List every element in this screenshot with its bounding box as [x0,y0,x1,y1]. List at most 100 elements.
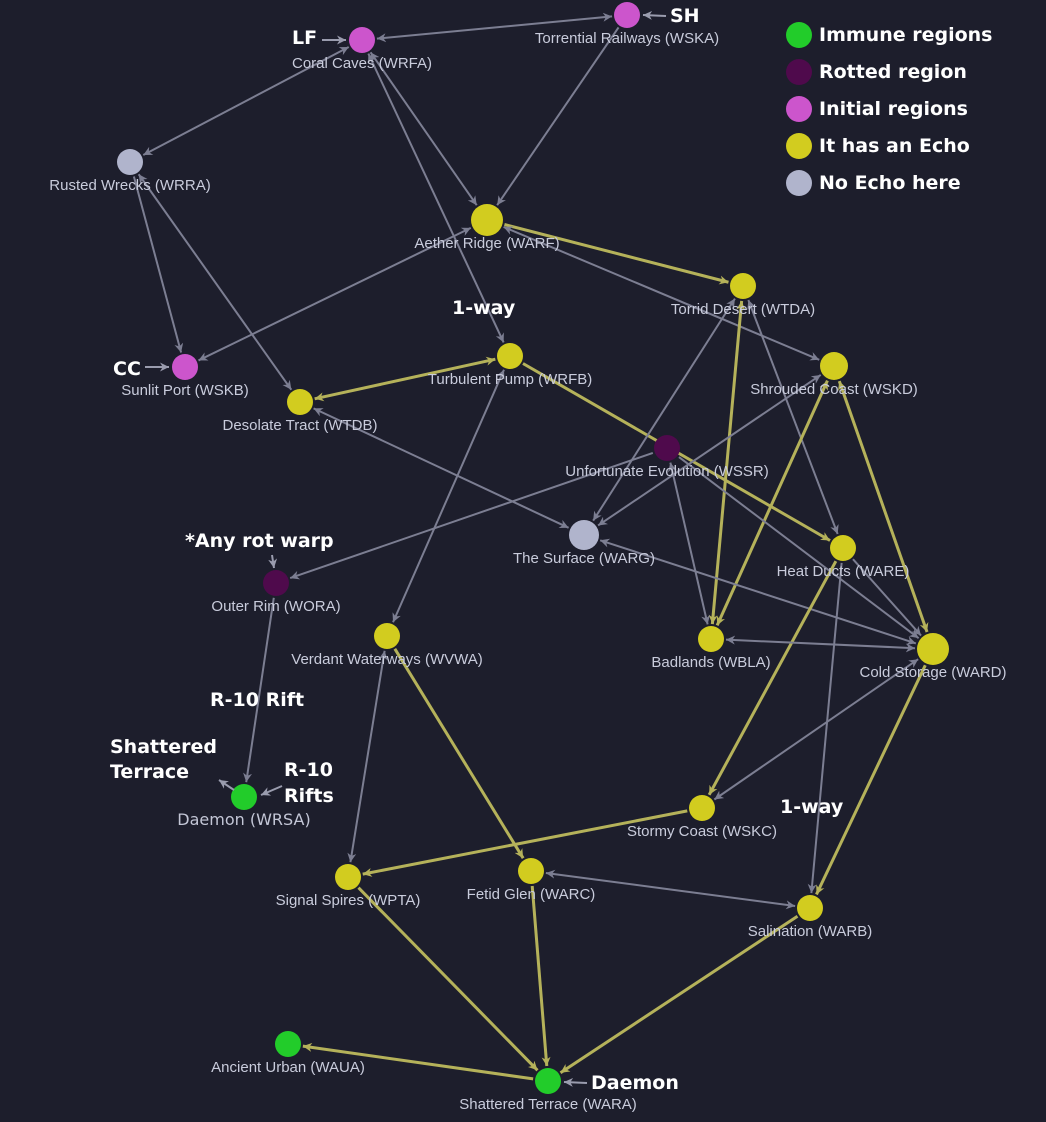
annotation-sh: SH [642,5,700,27]
edge-warb-wara [559,915,799,1074]
edge-ward-wskc [713,658,919,801]
annotation-arrow-icon [218,779,235,791]
echo-swatch-icon [786,132,812,159]
node-wrfa[interactable]: Coral Caves (WRFA) [292,27,432,72]
legend-item-initial: Initial regions [786,90,992,127]
node-label: Salination (WARB) [748,923,872,940]
echo-node-icon[interactable] [820,352,848,380]
echo-node-icon[interactable] [518,858,544,884]
edge-wrfa-wrfb [367,53,505,343]
rotted-swatch-icon [786,58,812,85]
annotation-cc: CC [113,358,169,380]
initial-node-icon[interactable] [349,27,375,53]
echo-node-icon[interactable] [830,535,856,561]
node-warg[interactable]: The Surface (WARG) [513,520,655,567]
node-wrfb[interactable]: Turbulent Pump (WRFB) [428,343,592,388]
edge-warc-warb [545,869,796,910]
edge-wvwa-warc [393,648,525,859]
node-warc[interactable]: Fetid Glen (WARC) [467,858,596,903]
node-wssr[interactable]: Unfortunate Evolution (WSSR) [565,435,769,480]
legend-label: No Echo here [819,171,961,194]
echo-node-icon[interactable] [374,623,400,649]
edge-ward-warb [815,664,927,896]
annotation-text: 1-way [452,297,516,319]
node-wrsa[interactable]: Daemon (WRSA) [177,784,311,829]
node-waua[interactable]: Ancient Urban (WAUA) [211,1031,365,1076]
no-echo-node-icon[interactable] [569,520,599,550]
annotation-arrow-icon [268,554,278,569]
immune-node-icon[interactable] [275,1031,301,1057]
edge-wssr-wbla [668,462,710,625]
annotation-shattered-terrace-exit: Shattered Terrace [110,736,235,791]
annotation-text: Daemon [591,1072,679,1094]
edge-wpta-wara [357,886,539,1072]
node-ward[interactable]: Cold Storage (WARD) [860,633,1007,681]
node-label: Shrouded Coast (WSKD) [750,381,918,398]
nodes: Coral Caves (WRFA) Torrential Railways (W… [49,2,1006,1113]
node-wara[interactable]: Shattered Terrace (WARA) [459,1068,637,1113]
edge-warc-wara [530,885,551,1067]
node-label: Signal Spires (WPTA) [276,892,421,909]
edge-wvwa-wpta [347,650,388,863]
annotation-arrow-icon [642,10,667,20]
node-label: Coral Caves (WRFA) [292,55,432,72]
edge-ware-ward [852,558,922,637]
node-wska[interactable]: Torrential Railways (WSKA) [535,2,719,47]
annotation-r10-rifts: R-10 Rifts [260,759,334,807]
node-ware[interactable]: Heat Ducts (WARE) [777,535,910,580]
node-wvwa[interactable]: Verdant Waterways (WVWA) [291,623,483,668]
node-label: Ancient Urban (WAUA) [211,1059,365,1076]
echo-node-icon[interactable] [730,273,756,299]
echo-node-icon[interactable] [917,633,949,665]
edge-wskd-wbla [715,379,829,626]
edge-warg-ward [599,538,917,645]
immune-node-icon[interactable] [535,1068,561,1094]
node-label: Sunlit Port (WSKB) [121,382,249,399]
node-warb[interactable]: Salination (WARB) [748,895,872,940]
annotation-text: CC [113,358,141,380]
node-label: Cold Storage (WARD) [860,664,1007,681]
annotation-text: Terrace [110,761,189,783]
node-wskb[interactable]: Sunlit Port (WSKB) [121,354,249,399]
node-wpta[interactable]: Signal Spires (WPTA) [276,864,421,909]
annotation-arrow-icon [260,785,283,796]
edge-wtda-ware [747,299,839,535]
node-label: Verdant Waterways (WVWA) [291,651,482,668]
echo-node-icon[interactable] [287,389,313,415]
node-label: Badlands (WBLA) [651,654,770,671]
node-label: Stormy Coast (WSKC) [627,823,777,840]
node-wbla[interactable]: Badlands (WBLA) [651,626,771,671]
edge-wtda-warg [592,298,736,522]
rotted-node-icon[interactable] [654,435,680,461]
echo-node-icon[interactable] [689,795,715,821]
annotation-text: *Any rot warp [185,530,334,552]
node-wtda[interactable]: Torrid Desert (WTDA) [671,273,815,318]
echo-node-icon[interactable] [497,343,523,369]
node-label: Heat Ducts (WARE) [777,563,910,580]
edge-wora-wrsa [243,597,275,783]
echo-node-icon[interactable] [797,895,823,921]
legend-label: Rotted region [819,60,967,83]
node-wskd[interactable]: Shrouded Coast (WSKD) [750,352,918,398]
node-wora[interactable]: Outer Rim (WORA) [211,570,341,615]
node-wrra[interactable]: Rusted Wrecks (WRRA) [49,149,211,194]
echo-node-icon[interactable] [698,626,724,652]
no-echo-node-icon[interactable] [117,149,143,175]
immune-node-icon[interactable] [231,784,257,810]
node-warf[interactable]: Aether Ridge (WARF) [414,204,560,252]
edge-wskc-wpta [362,809,688,877]
node-wtdb[interactable]: Desolate Tract (WTDB) [222,389,378,434]
initial-node-icon[interactable] [614,2,640,28]
annotation-arrow-icon [563,1077,588,1087]
annotation-lf: LF [292,27,346,49]
annotation-one-way-salination: 1-way [780,796,844,818]
node-label: Unfortunate Evolution (WSSR) [565,463,768,480]
node-wskc[interactable]: Stormy Coast (WSKC) [627,795,777,840]
edge-wtdb-warg [313,407,570,529]
rotted-node-icon[interactable] [263,570,289,596]
echo-node-icon[interactable] [471,204,503,236]
edge-wska-warf [496,26,620,206]
initial-node-icon[interactable] [172,354,198,380]
legend-item-rotted: Rotted region [786,53,992,90]
echo-node-icon[interactable] [335,864,361,890]
